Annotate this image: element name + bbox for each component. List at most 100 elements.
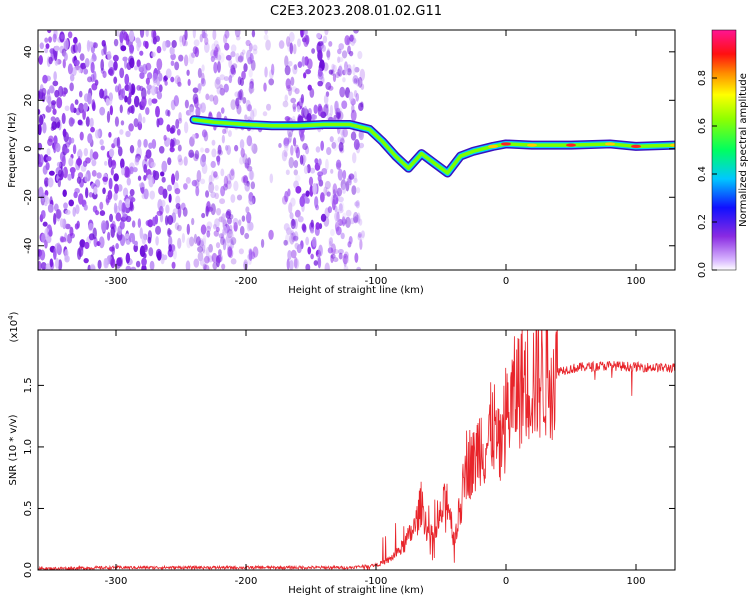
spectrogram-cell [47,177,54,188]
spectrogram-cell [113,60,118,71]
spectrogram-cell [139,30,145,38]
spectrogram-cell [87,92,92,105]
spectrogram-cell [51,102,56,110]
spectrogram-cell [317,174,322,183]
spectrogram-cell [196,236,201,246]
spectrogram-cell [91,159,97,167]
spectrogram-cell [137,218,142,228]
spectrogram-cell [78,67,82,74]
spectrogram-cell [230,232,234,240]
spectrogram-cell [107,189,113,200]
spectrogram-cell [76,247,82,260]
spectrogram-cell [69,82,74,92]
spectrogram-cell [297,61,303,69]
spectrogram-cell [326,147,332,156]
spectrogram-cell [203,255,210,264]
spectrogram-cell [177,237,182,249]
spectrogram-cell [206,200,211,212]
spectrogram-cell [70,118,76,125]
spectrogram-cell [213,171,218,178]
spectrogram-cell [144,40,149,49]
spectrogram-cell [264,66,268,78]
spectrogram-cell [110,257,116,269]
spectrogram-cell [53,71,57,81]
spectrogram-ridge-peak [670,143,675,147]
spectrogram-cell [62,128,67,138]
y-tick-label: 1.5 [23,377,34,393]
spectrogram-cell [194,150,200,160]
spectrogram-cell [141,96,147,108]
spectrogram-cell [201,129,208,138]
spectrogram-cell [146,84,152,90]
spectrogram-cell [209,94,215,102]
spectrogram-cell [114,183,119,194]
spectrogram-cell [307,113,312,122]
spectrogram-ridge-peak [631,144,641,148]
spectrogram-cell [335,197,339,205]
spectrogram-cell [329,136,334,143]
spectrogram-cell [305,190,310,197]
spectrogram-cell [334,211,340,222]
spectrogram-cell [166,137,171,146]
spectrogram-cell [92,70,97,83]
y-tick-label: 40 [23,45,34,58]
spectrogram-cell [113,76,118,84]
spectrogram-cell [113,38,119,47]
spectrogram-cell [222,225,227,236]
spectrogram-cell [318,158,322,166]
spectrogram-cell [216,155,221,166]
x-tick-label: 0 [503,276,509,287]
spectrogram-cell [148,247,154,257]
spectrogram-cell [74,99,79,105]
spectrogram-cell [238,219,242,227]
spectrogram-cell [119,104,123,114]
spectrogram-cell [200,78,206,87]
spectrogram-cell [348,91,354,102]
spectrogram-cell [168,235,173,248]
spectrogram-cell [250,109,255,122]
spectrogram-cell [42,221,48,227]
spectrogram-cell [241,215,246,222]
spectrogram-cell [344,35,351,46]
colorbar-tick-label: 0.2 [697,214,708,230]
spectrogram-cell [241,176,246,183]
spectrogram-cell [208,181,215,194]
spectrogram-cell [79,53,85,61]
spectrogram-cell [305,68,312,75]
spectrogram-cell [210,160,216,168]
spectrogram-cell [109,105,114,116]
spectrogram-cell [48,229,53,237]
spectrogram-cell [171,261,176,269]
spectrogram-cell [181,34,187,47]
spectrogram-cell [175,170,180,182]
spectrogram-cell [317,80,324,87]
spectrogram-cell [230,194,236,203]
spectrogram-cell [216,86,222,95]
spectrogram-cell [303,105,308,117]
spectrogram-cell [345,209,352,217]
spectrogram-cell [108,60,114,69]
spectrogram-cell [337,208,344,214]
spectrogram-cell [290,76,295,86]
colorbar: 0.0 0.2 0.4 0.6 0.8 Normalized spectral ampl… [697,29,749,278]
spectrogram-cell [199,155,206,168]
spectrogram-cell [168,193,172,203]
spectrogram-cell [55,257,60,269]
spectrogram-cell [108,157,113,168]
spectrogram-cell [44,201,48,207]
spectrogram-cell [351,185,357,196]
spectrogram-cell [308,176,314,187]
spectrogram-cell [178,54,184,62]
spectrogram-cell [156,118,160,128]
spectrogram-cell [116,136,121,149]
spectrogram-cell [64,255,70,263]
spectrogram-cell [48,85,55,94]
spectrogram-cell [49,258,54,268]
spectrogram-cell [155,235,159,246]
spectrogram-cell [126,177,131,186]
spectrogram-cell [349,217,355,225]
spectrogram-cell [115,242,119,250]
spectrogram-cell [136,59,141,68]
spectrogram-cell [193,153,199,162]
spectrogram-cell [179,35,184,43]
